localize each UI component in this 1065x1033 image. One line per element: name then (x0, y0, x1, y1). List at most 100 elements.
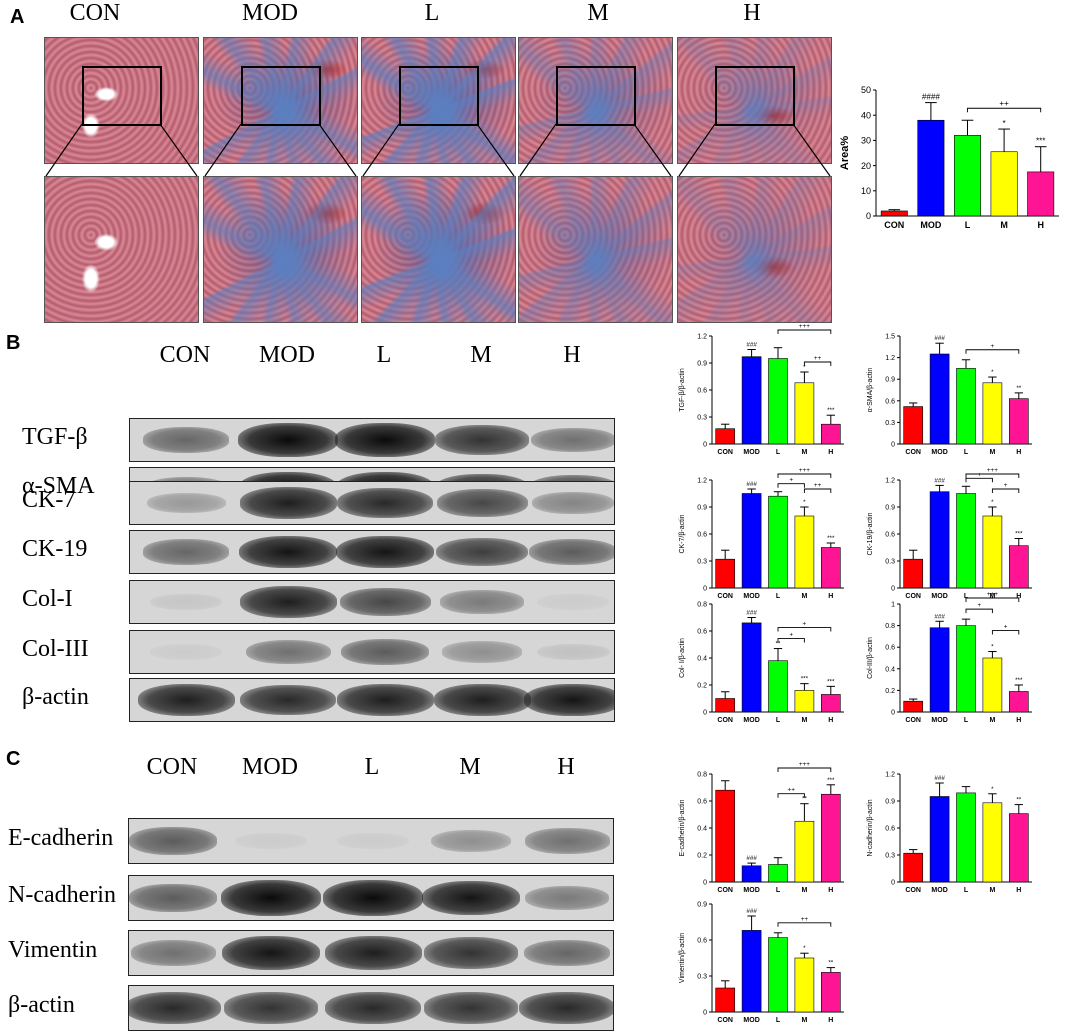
blot-c-band-vimentin-con (130, 940, 216, 966)
plot-vim: 0 0.3 0.6 0.9 Vimentin/β-actin CON ### MOD L * M **… (679, 901, 844, 1024)
bar-m (794, 690, 815, 713)
y-tick-label: 0.8 (697, 601, 707, 608)
bar-m (794, 820, 815, 883)
bar-mod (741, 622, 762, 713)
sig-label-m: * (803, 945, 806, 952)
sig-label-mod: ### (934, 775, 945, 782)
x-tick-label-mod: MOD (743, 449, 759, 456)
bracket-2-4: ++ (777, 916, 832, 927)
micrograph-header-h: H (743, 0, 761, 26)
blot-b-band-col-i-h (537, 594, 609, 610)
y-tick-label: 0 (891, 879, 895, 886)
blot-c-band-actin-h (519, 991, 613, 1025)
x-tick-label-m: M (801, 449, 807, 456)
plot-ck19: 0 0.3 0.6 0.9 1.2 CK-19/β-actin CON ### MOD L * M **… (867, 467, 1032, 600)
x-tick-label-con: CON (717, 717, 733, 724)
blot-c-band-vimentin-l (324, 936, 422, 970)
y-tick-label: 0 (891, 441, 895, 448)
x-tick-label-con: CON (717, 887, 733, 894)
blot-b-band-ck-7-con (146, 492, 226, 514)
blot-b-band-col-i-m (440, 590, 524, 614)
y-tick-label: 0 (703, 441, 707, 448)
bracket-2-4: ++ (967, 99, 1042, 113)
blot-b-blot-strip-ck-19-3 (129, 530, 615, 574)
bar-m (982, 515, 1003, 589)
x-tick-label-l: L (776, 449, 781, 456)
chart-ck19: 0 0.3 0.6 0.9 1.2 CK-19/β-actin CON ### MOD L * M **… (867, 467, 1032, 600)
plot-sma: 0 0.3 0.6 0.9 1.2 1.5 α-SMA/β-actin CON ### MOD L *… (867, 333, 1032, 456)
blot-c-blot-strip-e-cadherin-0 (128, 818, 614, 864)
bracket-2-4: +++ (777, 467, 832, 478)
chart-ck7: 0 0.3 0.6 0.9 1.2 CK-7/β-actin CON ### MOD L * M ***… (679, 467, 844, 600)
blot-b-band-actin-con (137, 684, 235, 716)
sig-label-m: * (991, 369, 994, 376)
y-tick-label: 1.2 (885, 771, 895, 778)
x-tick-label-l: L (776, 1017, 781, 1024)
blot-c-band-actin-con (129, 991, 221, 1025)
blot-b-band-ck-19-h (529, 538, 614, 565)
sig-label-h: *** (1036, 137, 1046, 146)
y-axis-label: CK-7/β-actin (679, 514, 686, 553)
bar-mod (929, 491, 950, 589)
bar-m (982, 382, 1003, 445)
micrograph-header-mod: MOD (241, 0, 299, 26)
y-tick-label: 0 (703, 1009, 707, 1016)
y-tick-label: 0.6 (885, 398, 895, 405)
bar-con (903, 558, 924, 589)
blot-b-band-ck-7-mod (239, 487, 337, 519)
bar-mod (917, 119, 945, 217)
x-tick-label-l: L (964, 717, 969, 724)
blot-b-band-col-iii-mod (245, 639, 331, 665)
x-tick-label-mod: MOD (931, 449, 947, 456)
bar-con (715, 789, 736, 883)
blot-b-band-tgf-mod (238, 423, 338, 457)
bracket-label: + (789, 632, 793, 639)
x-tick-label-m: M (1000, 220, 1008, 230)
bracket-label: ++ (814, 355, 822, 362)
bar-h (1008, 813, 1029, 883)
sig-label-h: *** (827, 535, 835, 542)
x-tick-label-h: H (828, 593, 833, 600)
sig-label-mod: ### (746, 481, 757, 488)
x-tick-label-l: L (964, 593, 969, 600)
y-tick-label: 1.2 (885, 355, 895, 362)
micrograph-zoom-l (361, 176, 516, 323)
panel-letter-a: A (10, 6, 25, 28)
sig-label-m: * (803, 364, 806, 371)
blot-b-row-label-col-i-4: Col-I (22, 586, 73, 612)
plot-ecad: 0 0.2 0.4 0.6 0.8 E-cadherin/β-actin CON ### MOD… (679, 761, 844, 894)
bar-l (956, 792, 976, 883)
bar-h (820, 972, 841, 1013)
y-axis-label: CK-19/β-actin (867, 512, 874, 555)
blot-c-band-actin-m (424, 992, 518, 1024)
y-axis-label: α-SMA/β-actin (867, 368, 874, 413)
x-tick-label-con: CON (884, 220, 904, 230)
blot-b-row-label-ck-7-2: CK-7 (22, 487, 76, 513)
y-tick-label: 0.9 (885, 377, 895, 384)
blot-c-blot-strip-actin-3 (128, 985, 614, 1031)
bracket-2-3: ++ (777, 787, 805, 798)
y-tick-label: 50 (861, 85, 871, 95)
y-tick-label: 0.3 (885, 852, 895, 859)
blot-b-band-ck-7-m (436, 489, 528, 517)
blot-c-row-label-n-cadherin-1: N-cadherin (8, 882, 116, 908)
blot-b-band-ck-19-mod (238, 535, 338, 569)
bar-m (794, 957, 815, 1013)
panel-letter-b: B (6, 332, 21, 354)
x-tick-label-mod: MOD (931, 887, 947, 894)
x-tick-label-con: CON (717, 449, 733, 456)
blot-c-band-n-cadherin-m (421, 880, 521, 916)
blot-b-band-col-iii-m (441, 641, 523, 663)
y-tick-label: 0.6 (697, 628, 707, 635)
blot-b-band-col-i-mod (239, 586, 337, 618)
sig-label-mod: #### (922, 93, 941, 102)
micrograph-zoom-m (518, 176, 673, 323)
bracket-2-4: +++ (777, 323, 832, 334)
y-axis-label: Vimentin/β-actin (679, 933, 686, 983)
micrograph-header-l: L (424, 0, 440, 26)
x-tick-label-m: M (801, 593, 807, 600)
blot-c-blot-strip-vimentin-2 (128, 930, 614, 976)
bar-h (820, 547, 841, 589)
x-tick-label-h: H (828, 887, 833, 894)
y-tick-label: 20 (861, 161, 871, 171)
